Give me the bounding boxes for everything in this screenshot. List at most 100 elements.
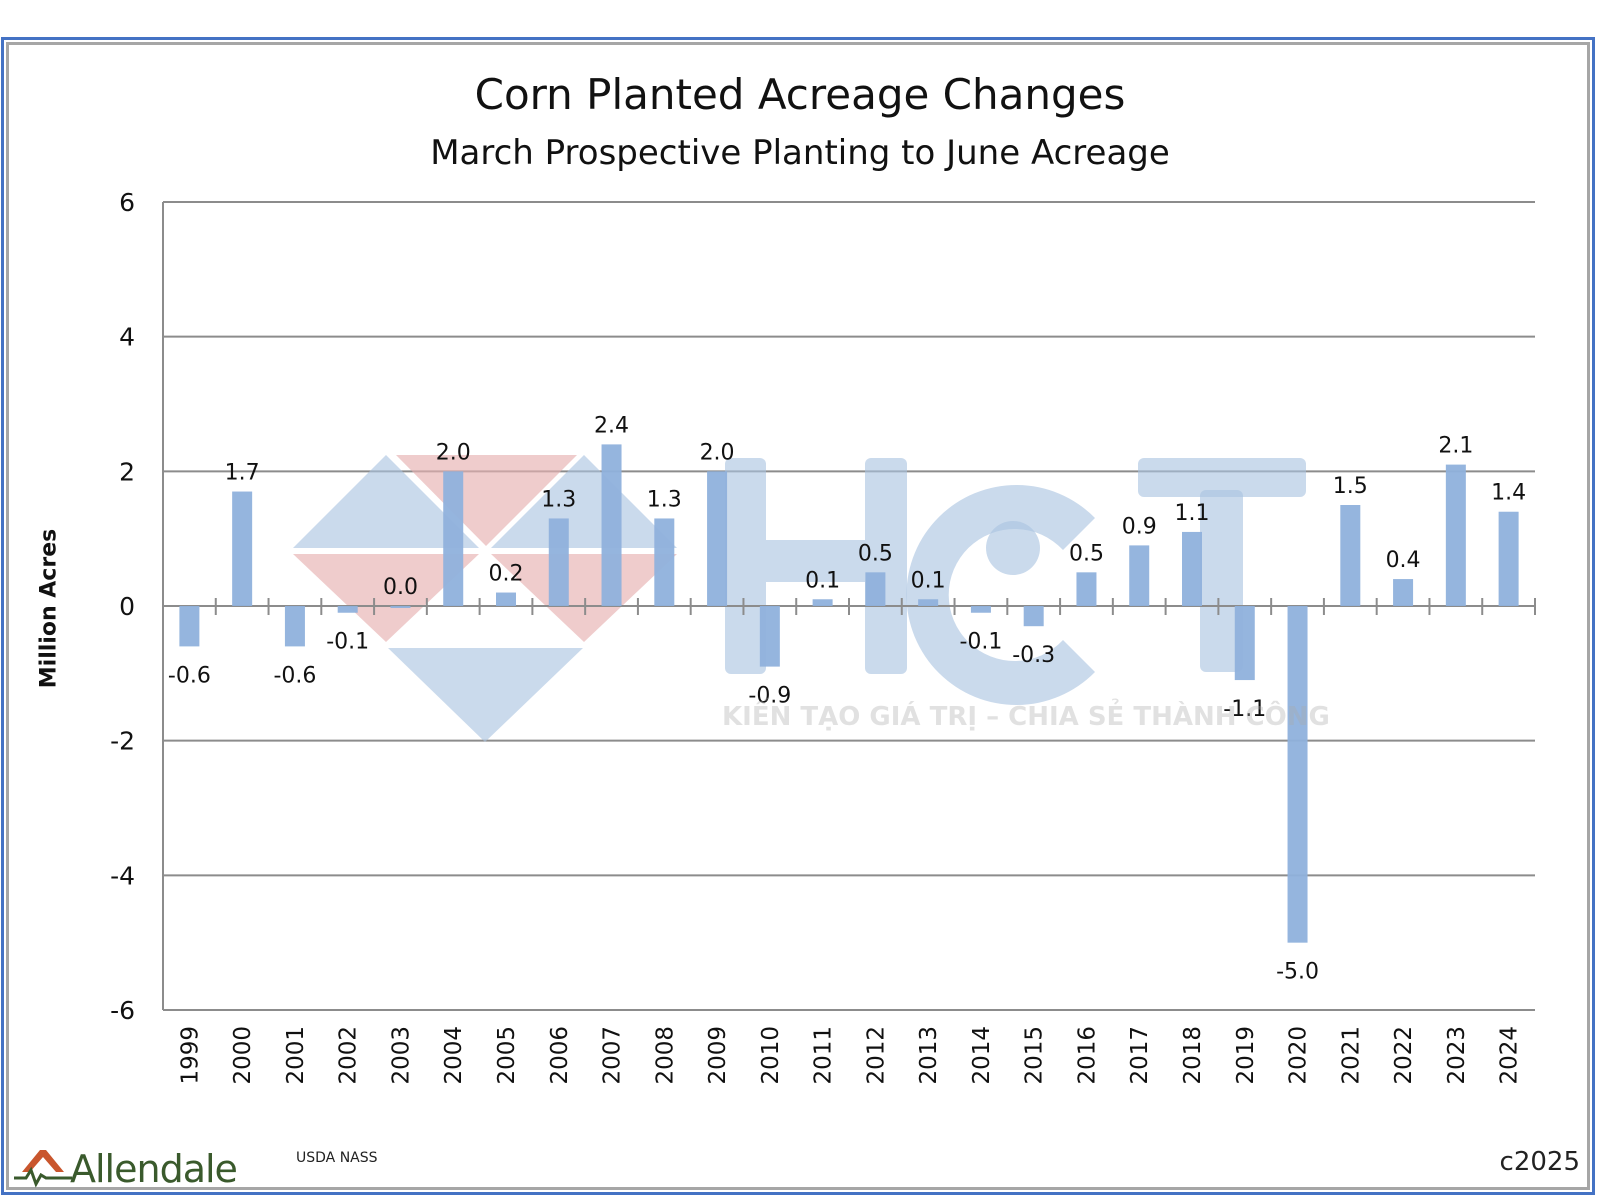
bar-2019 — [1234, 606, 1255, 681]
y-tick-label: -6 — [110, 996, 135, 1025]
watermark-diamond-bottom-blue — [388, 648, 583, 742]
x-tick-label-2010: 2010 — [758, 1026, 784, 1085]
x-tick-label-2011: 2011 — [811, 1026, 837, 1085]
outer-frame — [1, 37, 1595, 1195]
bars — [179, 444, 1519, 943]
data-label-1999: -0.6 — [168, 663, 211, 688]
source-label: USDA NASS — [296, 1150, 378, 1166]
watermark-letter-h-bar — [766, 540, 865, 582]
watermark-diamond-left-blue — [293, 455, 479, 548]
watermark-diamond-right-blue — [491, 455, 677, 548]
bar-2003 — [390, 606, 411, 608]
bar-2004 — [443, 471, 464, 606]
x-tick-label-2001: 2001 — [283, 1026, 309, 1085]
x-tick-label-2014: 2014 — [969, 1026, 995, 1085]
x-tick-label-2013: 2013 — [916, 1026, 942, 1085]
watermark-letter-c-dot — [986, 521, 1040, 575]
y-tick-label: 0 — [119, 592, 135, 621]
data-label-2018: 1.1 — [1175, 501, 1210, 526]
data-label-2014: -0.1 — [959, 630, 1002, 655]
x-tick-label-2007: 2007 — [600, 1026, 626, 1085]
copyright-label: c2025 — [1499, 1147, 1580, 1177]
x-tick-label-2017: 2017 — [1127, 1026, 1153, 1085]
data-label-2003: 0.0 — [383, 575, 418, 600]
bar-2002 — [337, 606, 358, 613]
x-tick-label-2009: 2009 — [705, 1026, 731, 1085]
data-label-2019: -1.1 — [1223, 697, 1266, 722]
data-label-2017: 0.9 — [1122, 514, 1157, 539]
watermark-letter-h-left — [725, 458, 766, 674]
bar-2012 — [865, 572, 886, 606]
bar-2016 — [1076, 572, 1097, 606]
watermark-letter-t-top — [1138, 458, 1306, 497]
data-label-2021: 1.5 — [1333, 474, 1368, 499]
bar-2006 — [548, 518, 569, 606]
x-tick-label-2015: 2015 — [1022, 1026, 1048, 1085]
bar-2020 — [1287, 606, 1308, 943]
x-tick-label-2004: 2004 — [441, 1026, 467, 1085]
watermark-letter-t-stem — [1200, 490, 1243, 672]
bar-2023 — [1445, 464, 1466, 606]
x-tick-label-2019: 2019 — [1233, 1026, 1259, 1085]
y-axis-label: Million Acres — [36, 528, 62, 689]
bar-2005 — [496, 592, 516, 606]
data-label-2010: -0.9 — [748, 684, 791, 709]
watermark-letter-c — [906, 485, 1095, 706]
x-tick-label-2012: 2012 — [863, 1026, 889, 1085]
bar-2015 — [1023, 606, 1044, 627]
y-tick-labels: 6 4 2 0 -2 -4 -6 — [110, 188, 135, 1025]
bar-2007 — [601, 444, 622, 606]
data-label-2023: 2.1 — [1438, 434, 1473, 459]
bar-2001 — [284, 606, 305, 647]
bar-1999 — [179, 606, 200, 647]
x-tick-label-2023: 2023 — [1444, 1026, 1470, 1085]
data-label-2006: 1.3 — [541, 487, 576, 512]
data-label-2015: -0.3 — [1012, 643, 1055, 668]
x-tick-label-2024: 2024 — [1497, 1026, 1523, 1085]
x-tick-label-2016: 2016 — [1074, 1026, 1100, 1085]
bar-2022 — [1393, 579, 1414, 606]
data-label-2016: 0.5 — [1069, 541, 1104, 566]
x-tick-label-2018: 2018 — [1180, 1026, 1206, 1085]
axes — [162, 202, 1536, 1010]
watermark-diamond-top-red — [396, 455, 577, 546]
y-tick-label: 2 — [119, 457, 135, 486]
data-label-2001: -0.6 — [273, 663, 316, 688]
data-label-2024: 1.4 — [1491, 481, 1526, 506]
bar-2017 — [1129, 545, 1150, 606]
data-label-2020: -5.0 — [1276, 960, 1319, 985]
x-tick-label-1999: 1999 — [177, 1026, 203, 1085]
data-label-2009: 2.0 — [700, 440, 735, 465]
data-label-2004: 2.0 — [436, 440, 471, 465]
y-tick-label: -4 — [110, 861, 135, 890]
y-tick-label: -2 — [110, 727, 135, 756]
data-label-2022: 0.4 — [1386, 548, 1421, 573]
bar-2021 — [1340, 505, 1361, 606]
bar-2018 — [1182, 531, 1202, 606]
x-tick-label-2000: 2000 — [230, 1026, 256, 1085]
data-label-2000: 1.7 — [225, 461, 260, 486]
watermark-diamond-lowerright-red — [491, 554, 677, 642]
x-tick-label-2021: 2021 — [1338, 1026, 1364, 1085]
x-tick-label-2020: 2020 — [1286, 1026, 1312, 1085]
data-label-2005: 0.2 — [489, 562, 524, 587]
bar-2013 — [918, 599, 939, 606]
bar-2009 — [707, 471, 728, 606]
watermark-letter-h-right — [865, 458, 907, 674]
data-label-2002: -0.1 — [326, 630, 369, 655]
x-tick-label-2002: 2002 — [336, 1026, 362, 1085]
bar-2000 — [232, 491, 253, 606]
watermark-tagline: KIẾN TẠO GIÁ TRỊ – CHIA SẺ THÀNH CÔNG — [722, 702, 1330, 732]
bar-2011 — [812, 599, 833, 606]
x-tick-label-2006: 2006 — [547, 1026, 573, 1085]
y-tick-label: 6 — [119, 188, 135, 217]
data-label-2011: 0.1 — [805, 568, 840, 593]
watermark-diamond-lowerleft-red — [293, 554, 479, 642]
data-label-2008: 1.3 — [647, 487, 682, 512]
bar-2008 — [654, 518, 675, 606]
x-tick-labels: 1999 2000 2001 2002 2003 2004 2005 2006 2007 2008… — [177, 1026, 1522, 1085]
bar-2014 — [970, 606, 991, 613]
data-label-2007: 2.4 — [594, 413, 629, 438]
data-labels: -0.6 1.7 -0.6 -0.1 0.0 2.0 0.2 1.3 2.4 1.3 2.0 -0.9… — [168, 413, 1526, 984]
